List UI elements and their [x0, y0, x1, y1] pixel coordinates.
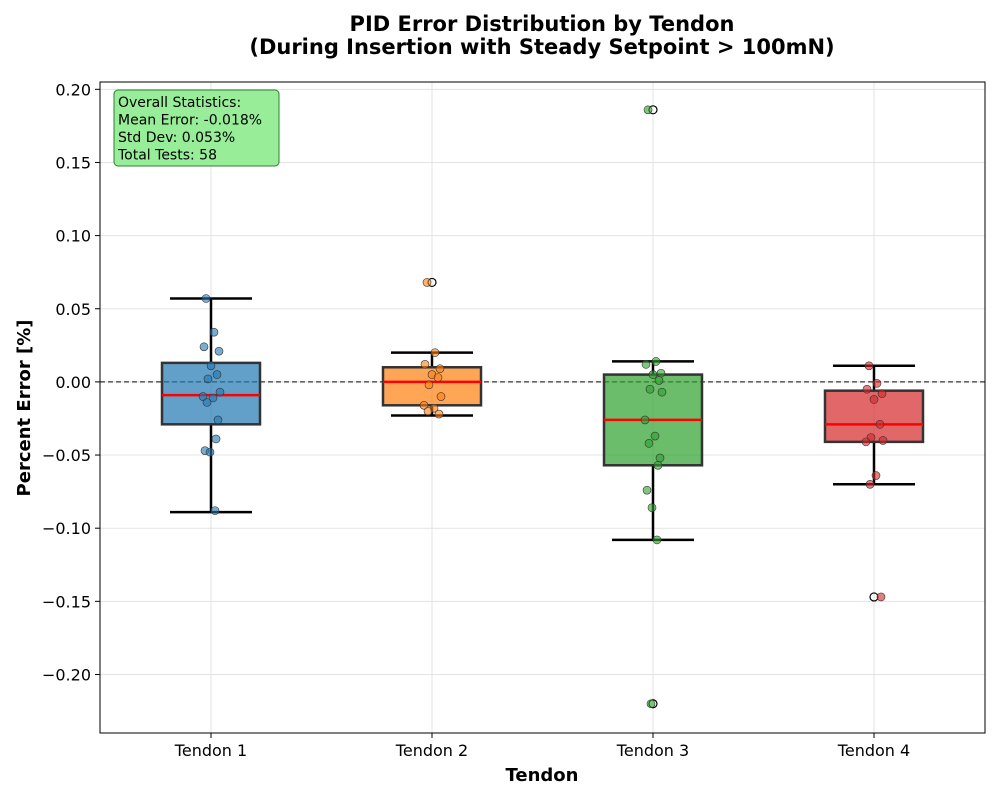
data-point	[653, 460, 663, 470]
chart-title: PID Error Distribution by Tendon	[350, 12, 735, 36]
data-point	[213, 415, 223, 425]
data-point	[198, 392, 208, 401]
data-point	[434, 409, 444, 419]
y-tick-label: 0.20	[55, 80, 91, 99]
x-tick-label: Tendon 3	[616, 741, 689, 760]
data-point	[656, 368, 666, 378]
y-ticks: 0.20 0.15 0.10 0.05 0.00 −0.05 −0.10 −0.15 −0.20	[42, 80, 100, 684]
x-tick-label: Tendon 2	[395, 741, 468, 760]
data-point	[644, 439, 654, 448]
stats-line: Overall Statistics:	[118, 95, 241, 111]
data-point	[210, 506, 220, 515]
y-tick-label: −0.10	[42, 519, 91, 538]
y-tick-label: 0.05	[55, 300, 91, 319]
box-iqr	[160, 361, 262, 426]
data-point	[876, 592, 886, 602]
data-point	[647, 503, 657, 513]
statistics-box: Overall Statistics: Mean Error: -0.018%St…	[113, 89, 280, 167]
data-point	[871, 471, 881, 480]
y-tick-label: −0.20	[42, 665, 91, 684]
chart-subtitle: (During Insertion with Steady Setpoint >…	[249, 35, 834, 59]
data-point	[202, 398, 212, 407]
data-point	[652, 535, 662, 545]
data-point	[206, 361, 216, 371]
data-point	[648, 370, 658, 379]
data-point	[205, 447, 215, 457]
data-point	[214, 346, 224, 356]
y-tick-label: −0.15	[42, 592, 91, 611]
data-point	[877, 389, 887, 398]
data-point	[864, 361, 874, 371]
data-point	[645, 384, 655, 394]
data-point	[430, 348, 440, 357]
data-point	[657, 387, 667, 397]
x-ticks: Tendon 1 Tendon 2 Tendon 3 Tendon 4	[174, 733, 910, 760]
data-point	[215, 387, 225, 397]
data-point	[212, 370, 222, 379]
data-point	[199, 342, 209, 352]
data-point	[203, 374, 213, 384]
data-point	[651, 357, 661, 366]
boxes-layer	[160, 105, 925, 709]
plot-area-frame	[99, 81, 986, 734]
data-point	[875, 420, 885, 429]
data-point	[640, 415, 650, 425]
y-tick-label: 0.10	[55, 227, 91, 246]
data-point	[869, 395, 879, 404]
data-point	[208, 393, 218, 403]
data-point	[424, 380, 434, 390]
y-tick-label: −0.05	[42, 446, 91, 465]
stats-line: Total Tests: 58	[117, 148, 217, 164]
data-point	[436, 392, 446, 401]
data-point	[654, 376, 664, 385]
data-point	[422, 278, 432, 287]
stats-line: Mean Error: -0.018%	[118, 113, 262, 129]
data-point	[646, 699, 656, 709]
x-tick-label: Tendon 1	[174, 741, 247, 760]
data-point	[641, 360, 651, 369]
data-point	[861, 437, 871, 447]
points-layer	[198, 105, 888, 709]
data-point	[878, 436, 888, 445]
data-point	[435, 364, 445, 374]
data-point	[862, 384, 872, 394]
y-axis-label: Percent Error [%]	[14, 320, 35, 497]
data-point	[643, 105, 653, 115]
data-point	[650, 431, 660, 441]
data-point	[209, 327, 219, 337]
data-point	[420, 360, 430, 369]
data-point	[423, 406, 433, 416]
x-tick-label: Tendon 4	[837, 741, 910, 760]
data-point	[865, 480, 875, 489]
data-point	[211, 434, 221, 444]
y-tick-label: 0.00	[55, 373, 91, 392]
data-point	[642, 485, 652, 495]
data-point	[201, 294, 211, 303]
x-axis-label: Tendon	[506, 765, 579, 786]
data-point	[419, 401, 429, 410]
data-point	[655, 453, 665, 463]
data-point	[872, 379, 882, 388]
stats-box-background	[113, 89, 280, 167]
data-point	[433, 373, 443, 382]
stats-line: Std Dev: 0.053%	[118, 130, 235, 146]
y-tick-label: 0.15	[55, 153, 91, 172]
